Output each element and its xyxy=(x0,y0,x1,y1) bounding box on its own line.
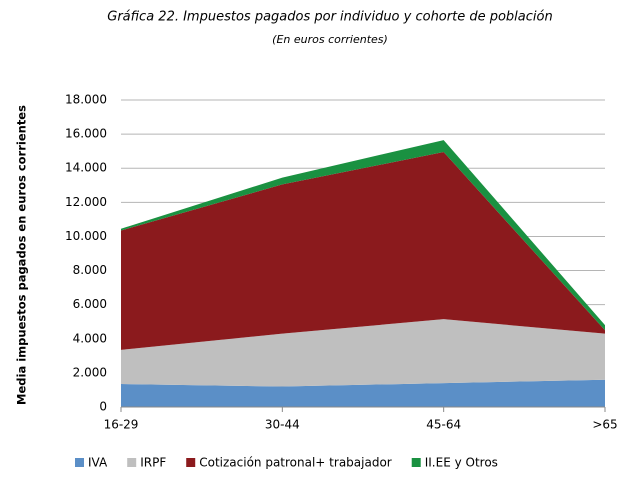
legend-label: Cotización patronal+ trabajador xyxy=(199,456,392,470)
y-tick-label: 8.000 xyxy=(73,263,107,277)
legend-swatch xyxy=(75,458,84,467)
y-tick-label: 14.000 xyxy=(65,161,107,175)
x-tick-label: 30-44 xyxy=(265,418,300,432)
y-tick-label: 12.000 xyxy=(65,195,107,209)
y-tick-label: 6.000 xyxy=(73,297,107,311)
y-tick-label: 0 xyxy=(99,400,107,414)
area xyxy=(121,152,605,350)
y-tick-label: 2.000 xyxy=(73,365,107,379)
area xyxy=(121,319,605,387)
x-tick-label: >65 xyxy=(592,418,617,432)
area xyxy=(121,379,605,407)
x-tick-label: 16-29 xyxy=(104,418,139,432)
legend-label: IVA xyxy=(88,456,108,470)
y-tick-label: 16.000 xyxy=(65,127,107,141)
legend-swatch xyxy=(127,458,137,467)
y-tick-label: 18.000 xyxy=(65,93,107,107)
x-tick-label: 45-64 xyxy=(426,418,461,432)
chart-subtitle: (En euros corrientes) xyxy=(272,33,388,46)
chart-title: Gráfica 22. Impuestos pagados por indivi… xyxy=(107,10,552,25)
y-axis-label: Media impuestos pagados en euros corrien… xyxy=(15,105,29,405)
area xyxy=(121,140,605,331)
legend-swatch xyxy=(411,458,421,467)
legend-label: II.EE y Otros xyxy=(425,456,498,470)
legend-swatch xyxy=(186,458,196,467)
y-tick-label: 10.000 xyxy=(65,229,107,243)
y-tick-label: 4.000 xyxy=(73,331,107,345)
legend-label: IRPF xyxy=(140,456,166,470)
